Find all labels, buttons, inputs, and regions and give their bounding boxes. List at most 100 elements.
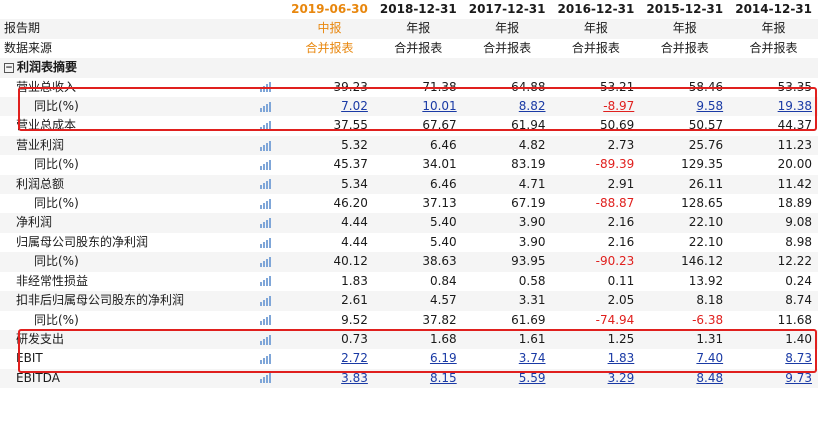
value-link[interactable]: 5.59 bbox=[518, 370, 546, 385]
value-cell: 67.67 bbox=[422, 118, 457, 133]
row-label-cell: 净利润 bbox=[0, 213, 286, 233]
value-link[interactable]: 19.38 bbox=[777, 99, 812, 114]
bar-chart-icon[interactable] bbox=[260, 218, 272, 229]
value-cell: 1.83 bbox=[341, 273, 368, 288]
value-link[interactable]: 8.73 bbox=[785, 351, 812, 366]
column-date[interactable]: 2014-12-31 bbox=[729, 0, 818, 20]
value-cell: 11.42 bbox=[729, 174, 818, 195]
value-cell[interactable]: 8.48 bbox=[640, 368, 730, 389]
value-link[interactable]: 3.83 bbox=[341, 370, 368, 385]
column-date[interactable]: 2019-06-30 bbox=[285, 0, 374, 20]
row-label-cell: 同比(%) bbox=[0, 155, 285, 174]
row-label: EBITDA bbox=[16, 370, 60, 385]
value-cell: 37.82 bbox=[422, 312, 457, 327]
bar-chart-icon[interactable] bbox=[260, 295, 272, 306]
value-link[interactable]: 7.02 bbox=[341, 99, 368, 114]
value-cell[interactable]: 2.72 bbox=[285, 349, 374, 368]
value-cell: 2.61 bbox=[285, 291, 374, 311]
section-header[interactable]: − 利润表摘要 bbox=[0, 58, 286, 78]
bar-chart-icon[interactable] bbox=[260, 354, 272, 365]
column-date[interactable]: 2015-12-31 bbox=[640, 0, 730, 20]
value-cell[interactable]: 10.01 bbox=[373, 97, 463, 117]
value-cell: 1.40 bbox=[729, 329, 818, 350]
data-source: 合并报表 bbox=[394, 40, 443, 55]
table-row: 利润总额 5.34 6.46 4.71 2.91 26.11 11.42 bbox=[0, 174, 818, 195]
bar-chart-icon[interactable] bbox=[260, 373, 272, 384]
row-label-cell: 同比(%) bbox=[0, 252, 286, 272]
value-cell: 71.38 bbox=[422, 79, 457, 94]
value-link[interactable]: 8.82 bbox=[518, 99, 546, 114]
value-cell[interactable]: 7.40 bbox=[640, 349, 729, 368]
table-row: 同比(%) 7.02 10.01 8.82 -8.97 9.58 19.38 bbox=[0, 97, 818, 117]
bar-chart-icon[interactable] bbox=[260, 101, 272, 112]
value-cell: -89.39 bbox=[595, 157, 635, 172]
value-link[interactable]: 10.01 bbox=[422, 99, 457, 114]
value-cell[interactable]: 1.83 bbox=[552, 349, 641, 368]
value-link[interactable]: 6.19 bbox=[429, 351, 457, 366]
value-cell[interactable]: -8.97 bbox=[551, 97, 641, 117]
value-cell: 4.44 bbox=[341, 234, 368, 249]
bar-chart-icon[interactable] bbox=[260, 237, 272, 248]
value-link[interactable]: 7.40 bbox=[696, 351, 724, 366]
value-link[interactable]: 8.48 bbox=[696, 370, 724, 385]
row-label: 营业总收入 bbox=[16, 79, 77, 94]
row-label-cell: 同比(%) bbox=[0, 97, 286, 117]
value-cell: -74.94 bbox=[595, 312, 635, 327]
section-cell bbox=[462, 58, 552, 78]
value-cell[interactable]: 9.58 bbox=[640, 97, 730, 117]
value-cell[interactable]: 8.15 bbox=[373, 368, 463, 389]
value-cell[interactable]: 19.38 bbox=[729, 97, 818, 117]
section-row[interactable]: − 利润表摘要 bbox=[0, 58, 818, 78]
bar-chart-icon[interactable] bbox=[260, 82, 272, 93]
value-link[interactable]: 9.73 bbox=[785, 370, 812, 385]
bar-chart-icon[interactable] bbox=[260, 159, 272, 170]
value-cell: 37.55 bbox=[333, 118, 368, 133]
bar-chart-icon[interactable] bbox=[260, 140, 272, 151]
section-cell bbox=[640, 58, 730, 78]
value-cell[interactable]: 6.19 bbox=[374, 349, 463, 368]
row-label-cell: EBIT bbox=[0, 349, 285, 368]
bar-chart-icon[interactable] bbox=[260, 256, 272, 267]
value-cell: 53.21 bbox=[599, 79, 635, 94]
value-cell: 61.69 bbox=[511, 312, 546, 327]
report-period-label: 报告期 bbox=[0, 19, 286, 39]
column-date[interactable]: 2017-12-31 bbox=[462, 0, 552, 20]
bar-chart-icon[interactable] bbox=[260, 179, 272, 190]
value-cell: 61.94 bbox=[511, 118, 546, 133]
row-label-cell: 非经常性损益 bbox=[0, 272, 285, 291]
column-date[interactable]: 2016-12-31 bbox=[551, 0, 641, 20]
value-cell[interactable]: 8.73 bbox=[729, 349, 818, 368]
collapse-toggle-icon[interactable]: − bbox=[4, 62, 14, 73]
value-cell: 25.76 bbox=[640, 135, 730, 156]
value-link[interactable]: 3.29 bbox=[607, 370, 635, 385]
bar-chart-icon[interactable] bbox=[260, 198, 272, 209]
bar-chart-icon[interactable] bbox=[260, 276, 272, 287]
value-cell[interactable]: 8.82 bbox=[462, 97, 552, 117]
value-cell: 58.46 bbox=[688, 79, 724, 94]
value-link[interactable]: 2.72 bbox=[341, 351, 368, 366]
value-cell: 5.40 bbox=[429, 234, 457, 249]
value-cell: -90.23 bbox=[551, 252, 641, 272]
value-cell[interactable]: 3.83 bbox=[285, 368, 374, 389]
bar-chart-icon[interactable] bbox=[260, 121, 272, 132]
value-cell[interactable]: 5.59 bbox=[462, 368, 552, 389]
value-link[interactable]: 8.15 bbox=[429, 370, 457, 385]
value-cell: 13.92 bbox=[688, 273, 724, 288]
value-link[interactable]: 1.83 bbox=[607, 351, 635, 366]
value-cell[interactable]: 3.74 bbox=[463, 349, 552, 368]
row-label-cell: 扣非后归属母公司股东的净利润 bbox=[0, 291, 286, 311]
section-label: 利润表摘要 bbox=[17, 60, 78, 75]
value-cell[interactable]: 7.02 bbox=[285, 97, 374, 117]
value-link[interactable]: -8.97 bbox=[603, 99, 635, 114]
bar-chart-icon[interactable] bbox=[260, 334, 272, 345]
bar-chart-icon[interactable] bbox=[260, 315, 272, 326]
column-date[interactable]: 2018-12-31 bbox=[373, 0, 463, 20]
value-cell[interactable]: 3.29 bbox=[551, 368, 641, 389]
value-cell: 50.69 bbox=[599, 118, 635, 133]
value-cell: 0.73 bbox=[285, 329, 374, 350]
table-row: 同比(%) 45.37 34.01 83.19 -89.39 129.35 20.00 bbox=[0, 155, 818, 174]
value-link[interactable]: 3.74 bbox=[518, 351, 546, 366]
value-link[interactable]: 9.58 bbox=[696, 99, 724, 114]
value-cell: 3.90 bbox=[518, 234, 546, 249]
value-cell[interactable]: 9.73 bbox=[729, 368, 818, 389]
